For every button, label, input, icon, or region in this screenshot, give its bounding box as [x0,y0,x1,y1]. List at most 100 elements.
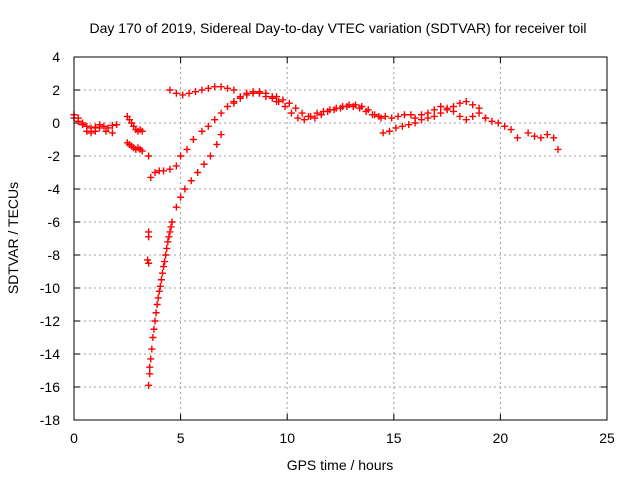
data-point [172,162,180,170]
data-point [418,111,426,119]
chart-title: Day 170 of 2019, Sidereal Day-to-day VTE… [90,20,587,36]
data-point [152,309,160,317]
y-tick-label: -18 [40,412,60,428]
data-point [386,127,394,135]
data-point [285,99,293,107]
data-point [550,134,558,142]
data-point [230,99,238,107]
data-point [524,129,532,137]
data-point [198,86,206,94]
series-track-f-steep [145,131,225,389]
data-point [156,282,164,290]
data-point [337,104,344,112]
data-point [294,114,302,122]
data-point [211,83,219,91]
data-point [160,167,168,175]
y-tick-label: -14 [40,346,60,362]
data-point [501,122,509,130]
series-track-l-end [481,114,521,142]
data-point [162,251,170,259]
data-point [138,127,146,135]
data-point [157,276,165,284]
data-point [507,126,515,134]
data-point [161,258,169,266]
y-tick-label: -6 [48,214,61,230]
data-point [185,89,193,97]
data-point [145,259,153,267]
series-track-h-mid [230,88,385,124]
series-track-k-late [411,103,489,124]
data-point [262,89,270,97]
data-point [96,124,104,132]
data-point [543,131,551,139]
data-point [443,104,451,112]
series-track-g-upper [166,83,238,99]
y-tick-label: 2 [52,82,60,98]
data-point [554,145,562,153]
data-point [330,106,338,114]
data-point [217,109,225,117]
data-point [155,287,163,295]
data-point [151,169,159,176]
series-track-m-end [524,129,562,153]
data-point [324,107,332,115]
data-point [469,101,477,109]
data-point [113,121,121,129]
data-point [230,86,238,94]
data-point [494,119,502,127]
data-point [204,122,212,130]
data-point [145,233,153,241]
data-point [224,84,232,92]
data-point [349,103,357,110]
data-point [87,129,95,137]
x-tick-label: 20 [493,430,509,446]
data-point [163,244,171,252]
data-point [153,301,161,308]
data-point [83,127,91,135]
y-tick-label: 4 [52,49,60,65]
data-point [200,160,208,168]
data-point [292,104,300,112]
data-point [279,96,287,104]
data-point [449,107,457,115]
data-point [224,103,232,110]
y-tick-label: -2 [48,148,61,164]
data-point [281,103,289,110]
series-track-e-rise [147,88,281,181]
data-point [213,140,221,148]
data-point [305,112,313,120]
data-point [172,89,180,97]
series-isolated [144,152,153,267]
data-point [400,111,408,119]
data-point [430,112,438,120]
data-point [398,122,406,130]
data-point [166,165,174,173]
y-tick-label: -16 [40,379,60,395]
data-point [388,114,396,122]
data-point [150,325,158,333]
data-point [179,91,187,99]
data-point [273,93,281,101]
data-point [462,98,470,106]
data-point [255,88,263,96]
data-point [154,294,162,302]
data-point [217,131,225,139]
plot-frame [73,56,608,421]
series-track-b-early [70,111,116,137]
x-tick-label: 15 [386,430,402,446]
y-tick-label: -4 [48,181,61,197]
x-tick-label: 10 [279,430,295,446]
data-point [311,114,319,122]
data-point [194,169,202,176]
data-point [146,363,154,371]
data-point [172,203,180,211]
data-point [164,238,172,246]
data-point [206,152,214,160]
data-point [488,117,496,125]
data-point [405,121,413,129]
data-point [456,112,464,120]
data-point [149,334,157,341]
data-point [368,111,376,119]
data-point [356,104,364,112]
